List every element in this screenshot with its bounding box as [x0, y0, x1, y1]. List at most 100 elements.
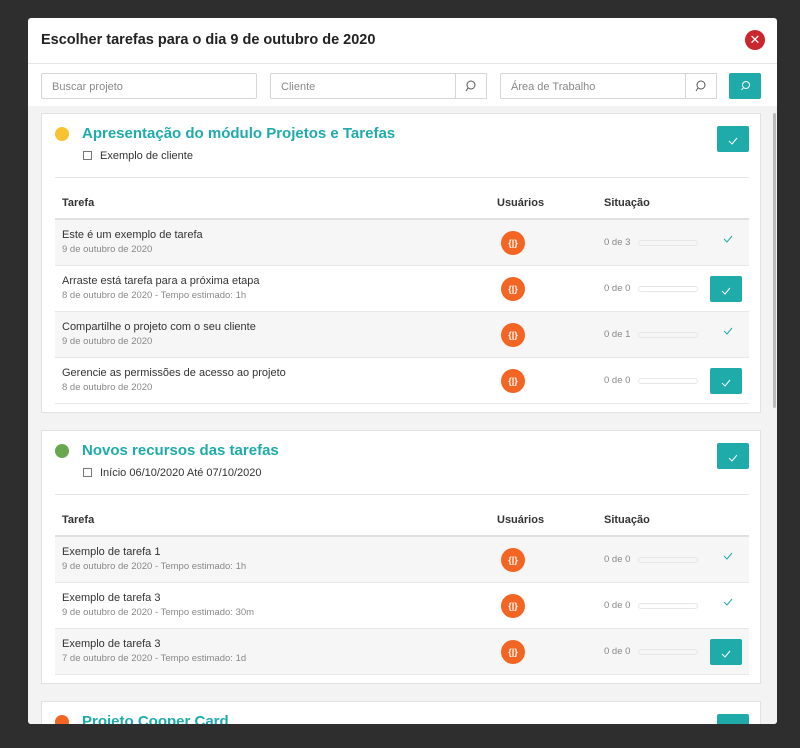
task-name: Exemplo de tarefa 3: [62, 638, 161, 650]
select-project-button[interactable]: [717, 714, 749, 724]
task-status: 0 de 0: [604, 600, 631, 611]
divider: [28, 63, 777, 64]
select-project-button[interactable]: [717, 126, 749, 152]
project-status-dot: [55, 444, 69, 458]
workspace-filter[interactable]: Área de Trabalho: [500, 73, 686, 99]
user-avatar: {|}: [501, 640, 525, 664]
task-details: 9 de outubro de 2020: [62, 336, 153, 347]
user-avatar: {|}: [501, 548, 525, 572]
task-name: Este é um exemplo de tarefa: [62, 229, 203, 241]
task-status: 0 de 0: [604, 375, 631, 386]
project-meta: Início 06/10/2020 Até 07/10/2020: [100, 467, 262, 479]
task-row: Compartilhe o projeto com o seu cliente 9…: [55, 312, 749, 358]
project-list: Apresentação do módulo Projetos e Tarefa…: [28, 106, 777, 724]
task-details: 9 de outubro de 2020: [62, 244, 153, 255]
project-card: Novos recursos das tarefas Início 06/10/2…: [41, 430, 761, 684]
check-icon: [723, 552, 733, 560]
user-avatar: {|}: [501, 594, 525, 618]
column-header: Situação: [604, 197, 650, 209]
check-icon: [728, 137, 738, 145]
progress-bar: [638, 649, 698, 655]
task-name: Arraste está tarefa para a próxima etapa: [62, 275, 260, 287]
progress-bar: [638, 332, 698, 338]
task-status: 0 de 3: [604, 237, 631, 248]
task-status: 0 de 0: [604, 554, 631, 565]
close-button[interactable]: ✕: [745, 30, 765, 50]
header-line: [55, 218, 749, 220]
column-header: Tarefa: [62, 197, 95, 209]
check-icon: [721, 379, 731, 387]
select-task-check[interactable]: [722, 551, 734, 564]
user-avatar: {|}: [501, 277, 525, 301]
column-header: Usuários: [497, 514, 545, 526]
project-status-dot: [55, 715, 69, 724]
user-avatar: {|}: [501, 323, 525, 347]
search-icon: [695, 80, 706, 92]
check-icon: [721, 650, 731, 658]
user-avatar: {|}: [501, 369, 525, 393]
task-row: Exemplo de tarefa 1 9 de outubro de 2020 …: [55, 537, 749, 583]
column-header: Usuários: [497, 197, 545, 209]
progress-bar: [638, 603, 698, 609]
project-name[interactable]: Projeto Cooper Card: [82, 713, 229, 724]
select-task-check[interactable]: [722, 597, 734, 610]
progress-bar: [638, 378, 698, 384]
check-icon: [728, 454, 738, 462]
task-row: Exemplo de tarefa 3 7 de outubro de 2020 …: [55, 629, 749, 675]
task-name: Exemplo de tarefa 3: [62, 592, 161, 604]
meta-icon: [83, 468, 92, 477]
task-row: Este é um exemplo de tarefa 9 de outubro …: [55, 220, 749, 266]
task-details: 8 de outubro de 2020 - Tempo estimado: 1…: [62, 290, 247, 301]
workspace-search-button[interactable]: [685, 73, 717, 99]
task-status: 0 de 0: [604, 646, 631, 657]
task-details: 7 de outubro de 2020 - Tempo estimado: 1…: [62, 653, 247, 664]
task-name: Gerencie as permissões de acesso ao proj…: [62, 367, 286, 379]
check-icon: [721, 287, 731, 295]
client-filter[interactable]: Cliente: [270, 73, 456, 99]
project-card: Projeto Cooper Card: [41, 701, 761, 724]
task-details: 9 de outubro de 2020 - Tempo estimado: 1…: [62, 561, 247, 572]
project-card: Apresentação do módulo Projetos e Tarefa…: [41, 113, 761, 413]
project-name[interactable]: Apresentação do módulo Projetos e Tarefa…: [82, 125, 396, 142]
modal-title: Escolher tarefas para o dia 9 de outubro…: [41, 32, 376, 48]
progress-bar: [638, 240, 698, 246]
task-name: Compartilhe o projeto com o seu cliente: [62, 321, 256, 333]
check-icon: [723, 235, 733, 243]
task-name: Exemplo de tarefa 1: [62, 546, 161, 558]
scrollbar[interactable]: [773, 113, 776, 408]
header-line: [55, 535, 749, 537]
progress-bar: [638, 286, 698, 292]
select-task-button[interactable]: [710, 368, 742, 394]
meta-icon: [83, 151, 92, 160]
select-task-check[interactable]: [722, 326, 734, 339]
search-icon: [465, 80, 476, 92]
task-row: Arraste está tarefa para a próxima etapa…: [55, 266, 749, 312]
select-task-button[interactable]: [710, 639, 742, 665]
check-icon: [723, 327, 733, 335]
column-header: Situação: [604, 514, 650, 526]
project-meta: Exemplo de cliente: [100, 150, 193, 162]
modal: Escolher tarefas para o dia 9 de outubro…: [28, 18, 777, 724]
project-search[interactable]: Buscar projeto: [41, 73, 257, 99]
progress-bar: [638, 557, 698, 563]
task-row: Gerencie as permissões de acesso ao proj…: [55, 358, 749, 404]
select-task-check[interactable]: [722, 234, 734, 247]
task-status: 0 de 1: [604, 329, 631, 340]
check-icon: [723, 598, 733, 606]
user-avatar: {|}: [501, 231, 525, 255]
project-status-dot: [55, 127, 69, 141]
search-button[interactable]: [729, 73, 761, 99]
task-row: Exemplo de tarefa 3 9 de outubro de 2020 …: [55, 583, 749, 629]
search-icon: [741, 81, 750, 91]
divider: [55, 494, 749, 495]
project-name[interactable]: Novos recursos das tarefas: [82, 442, 279, 459]
select-task-button[interactable]: [710, 276, 742, 302]
column-header: Tarefa: [62, 514, 95, 526]
divider: [55, 177, 749, 178]
select-project-button[interactable]: [717, 443, 749, 469]
client-search-button[interactable]: [455, 73, 487, 99]
task-status: 0 de 0: [604, 283, 631, 294]
task-details: 8 de outubro de 2020: [62, 382, 153, 393]
